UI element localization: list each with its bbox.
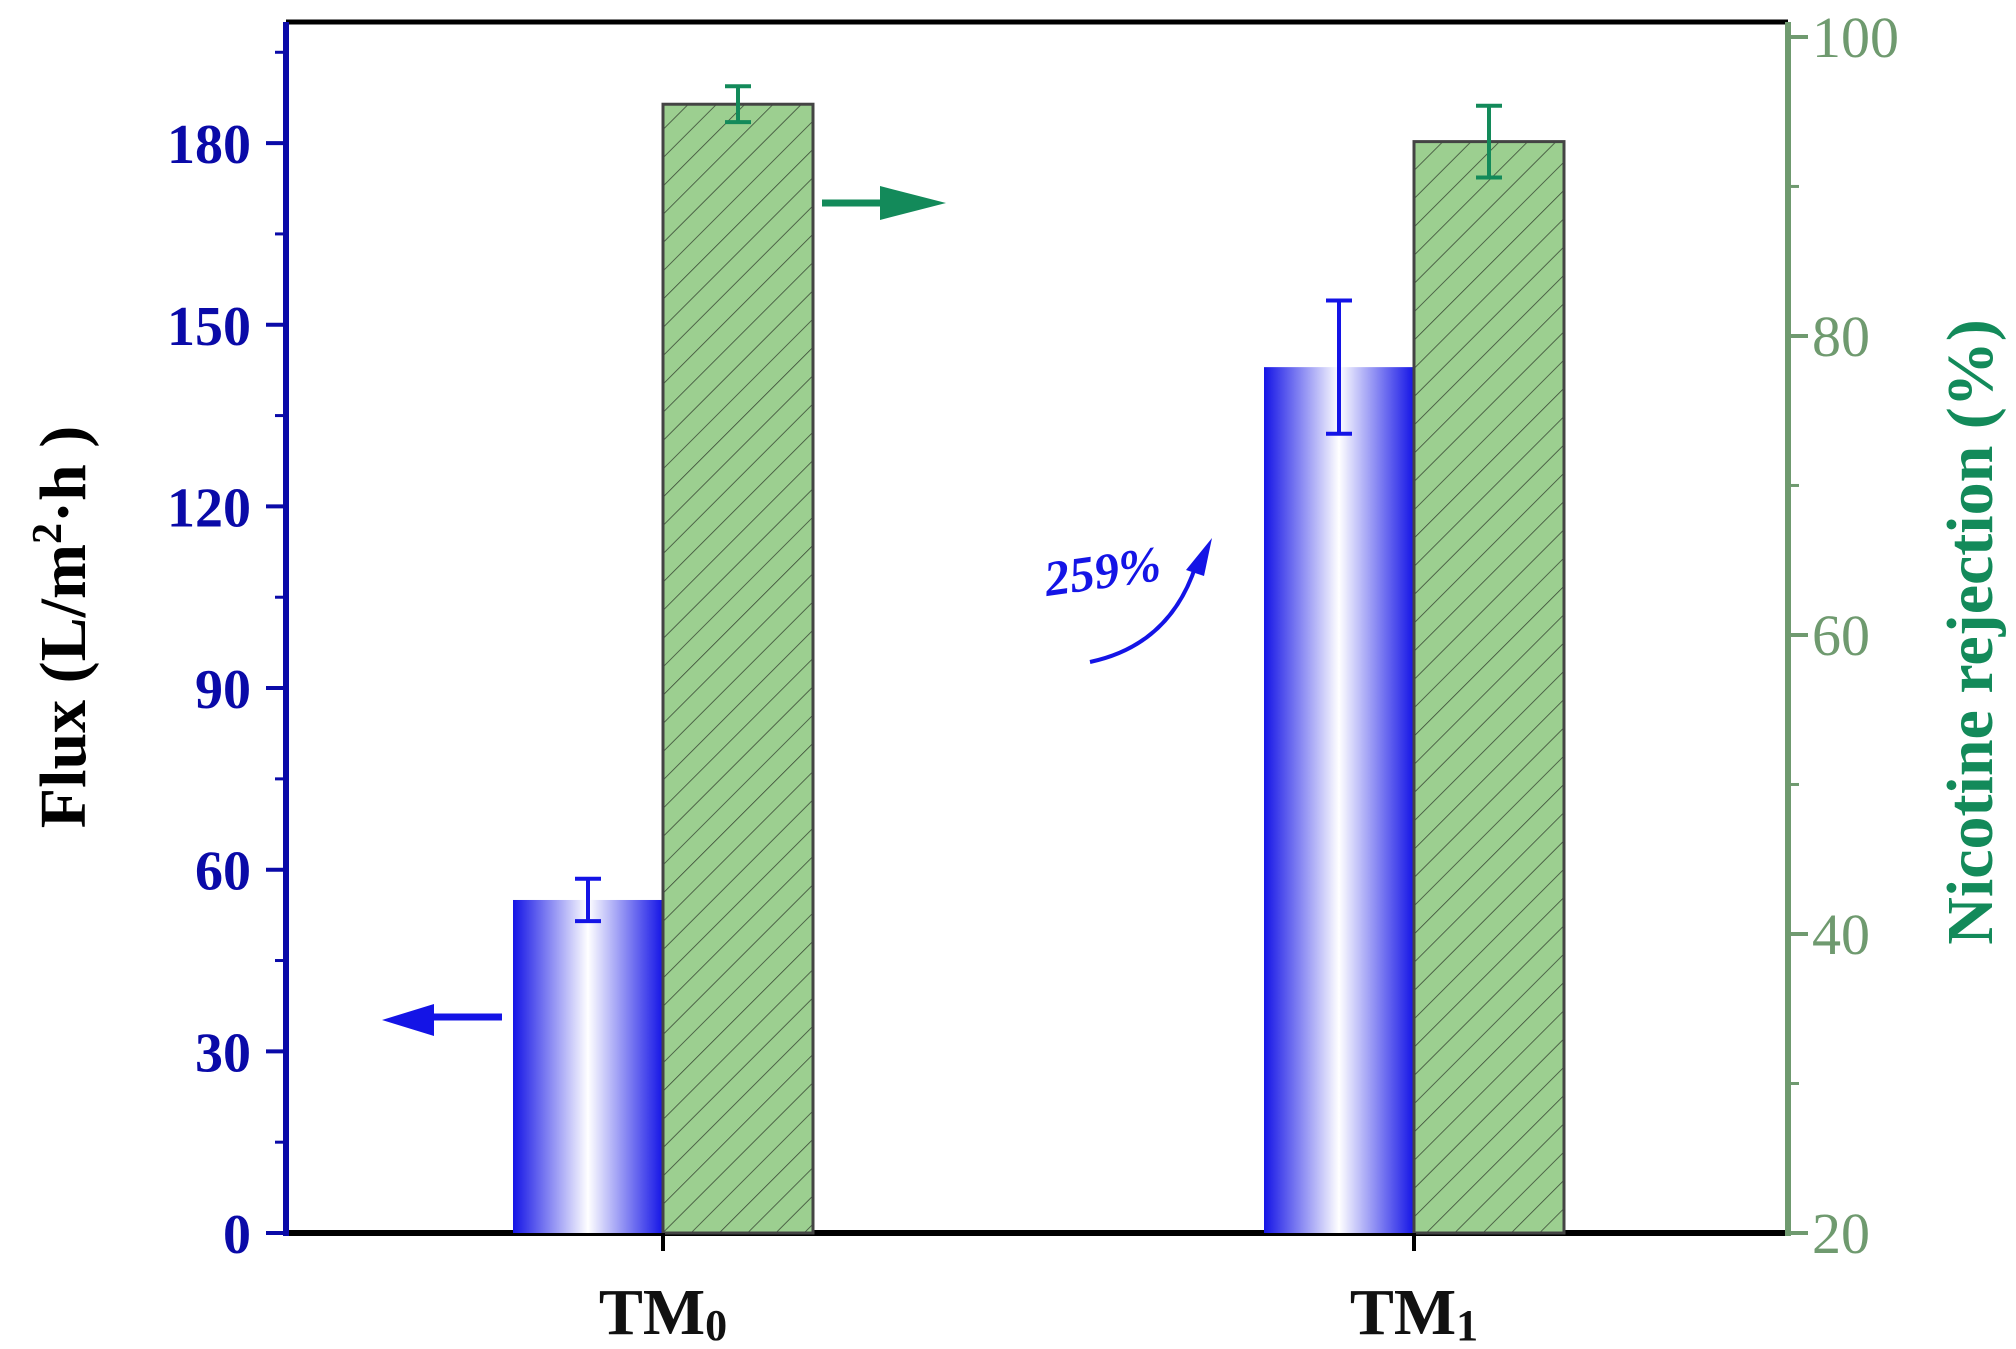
y-tick-label: 150: [167, 296, 251, 358]
y2-axis-title: Nicotine rejection (%): [1934, 319, 2007, 945]
flux-bar: [513, 899, 663, 1233]
y2-tick-label: 80: [1812, 304, 1870, 369]
x-tick-label: TM0: [599, 1276, 727, 1349]
y2-tick-label: 20: [1812, 1201, 1870, 1266]
y-tick-label: 180: [167, 114, 251, 176]
increase-annotation-label: 259%: [1040, 535, 1164, 607]
y2-tick-label: 40: [1812, 902, 1870, 967]
rejection-bar: [661, 102, 815, 1235]
rejection-bar: [1412, 140, 1566, 1235]
bars: [513, 84, 1566, 1235]
y-axis-title: Flux (L/m2·h ): [25, 426, 100, 828]
y-tick-label: 60: [195, 841, 251, 903]
y-tick-label: 30: [195, 1022, 251, 1084]
flux-axis-arrow-head: [382, 1004, 434, 1036]
y-tick-label: 90: [195, 659, 251, 721]
increase-arrow-curve: [1089, 564, 1198, 664]
rejection-axis-arrow-head: [880, 186, 946, 220]
flux-bar: [1264, 367, 1414, 1233]
axes: TM0 TM1 0 30 60 90 120 150 180 20 40 60 80 100 Flux (L…: [25, 5, 2007, 1349]
y2-tick-label: 60: [1812, 603, 1870, 668]
x-tick-label: TM1: [1350, 1276, 1478, 1349]
y2-tick-label: 100: [1812, 5, 1899, 70]
increase-arrow-head: [1186, 538, 1212, 576]
y-tick-label: 120: [167, 477, 251, 539]
y-tick-label: 0: [223, 1204, 251, 1266]
